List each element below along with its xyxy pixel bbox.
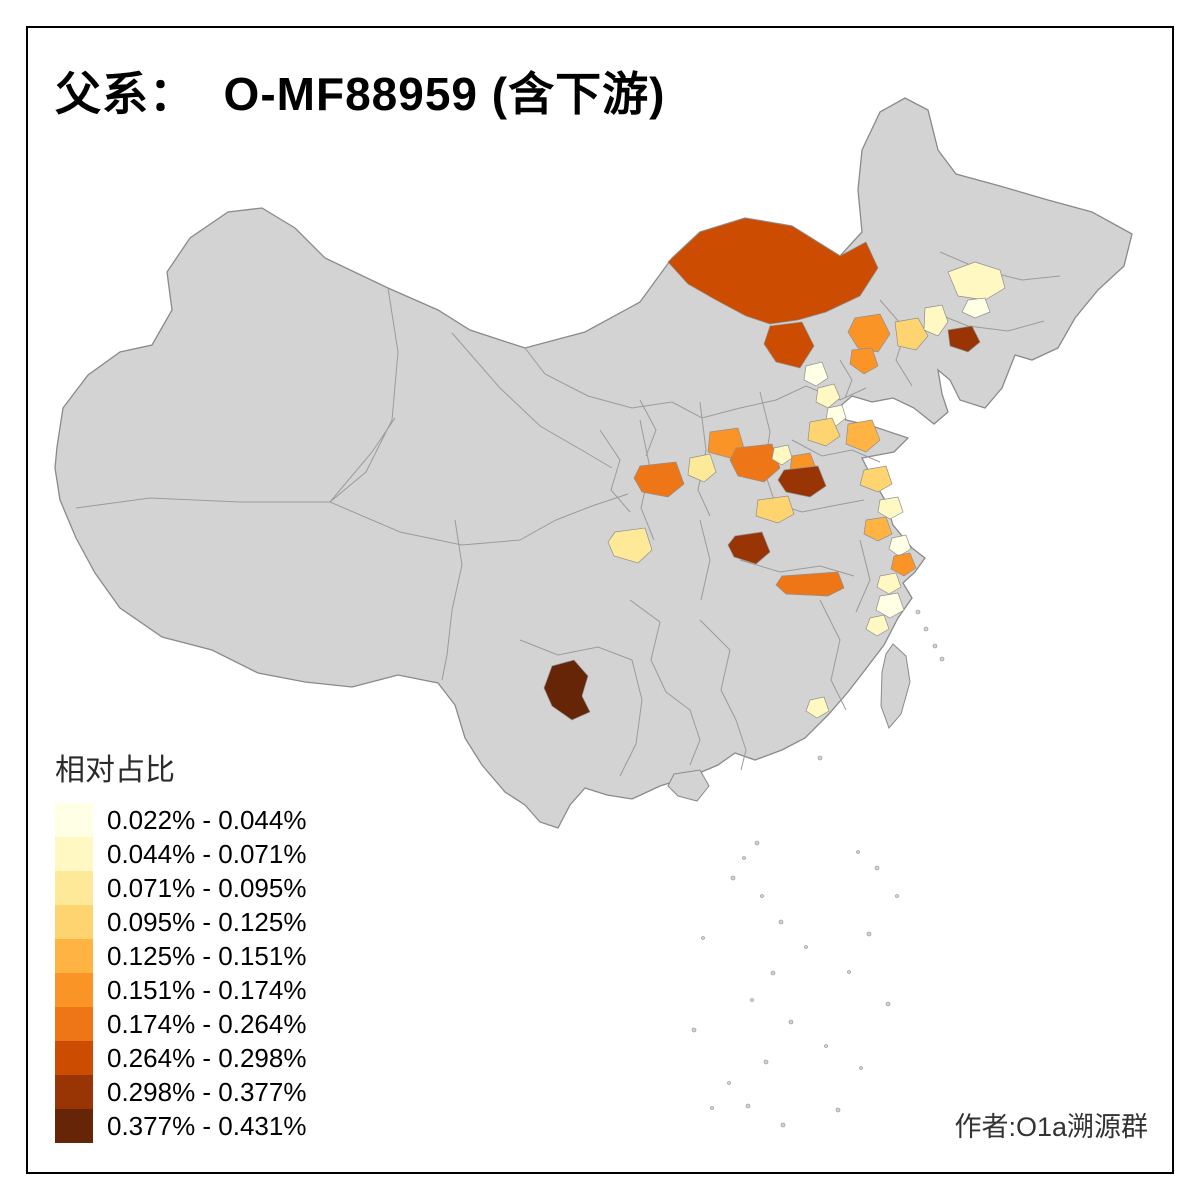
map-region: [859, 465, 893, 493]
legend-item: 0.022% - 0.044%: [55, 803, 306, 837]
map-region: [815, 383, 841, 409]
map-region: [727, 531, 771, 565]
map-region: [890, 552, 917, 577]
legend-item: 0.044% - 0.071%: [55, 837, 306, 871]
legend-swatch: [55, 1007, 93, 1041]
map-region: [849, 347, 879, 375]
map-region: [894, 317, 929, 351]
legend-item-label: 0.151% - 0.174%: [107, 974, 307, 1005]
legend-item: 0.071% - 0.095%: [55, 871, 306, 905]
map-region: [888, 534, 912, 557]
map-region: [803, 361, 829, 387]
map-region: [865, 614, 890, 637]
map-region: [947, 325, 981, 353]
legend: 相对占比 0.022% - 0.044% 0.044% - 0.071% 0.0…: [55, 745, 306, 1143]
legend-item: 0.095% - 0.125%: [55, 905, 306, 939]
map-region: [729, 443, 781, 483]
legend-swatch: [55, 837, 93, 871]
hainan-island: [667, 769, 710, 802]
map-region: [961, 297, 991, 319]
legend-swatch: [55, 939, 93, 973]
legend-item-label: 0.125% - 0.151%: [107, 940, 307, 971]
map-region: [807, 417, 841, 447]
legend-swatch: [55, 973, 93, 1007]
map-region: [543, 659, 591, 721]
legend-swatch: [55, 1109, 93, 1143]
legend-item-label: 0.298% - 0.377%: [107, 1076, 307, 1107]
legend-item-label: 0.095% - 0.125%: [107, 906, 307, 937]
legend-item-label: 0.044% - 0.071%: [107, 838, 307, 869]
legend-swatch: [55, 1041, 93, 1075]
legend-item-label: 0.174% - 0.264%: [107, 1008, 307, 1039]
legend-item: 0.151% - 0.174%: [55, 973, 306, 1007]
legend-item: 0.264% - 0.298%: [55, 1041, 306, 1075]
legend-item: 0.298% - 0.377%: [55, 1075, 306, 1109]
legend-swatch: [55, 871, 93, 905]
map-region: [687, 453, 717, 483]
map-region: [771, 444, 793, 466]
map-region: [667, 217, 879, 325]
map-region: [863, 516, 893, 542]
map-region: [877, 496, 904, 520]
mainland-china: [54, 97, 1133, 829]
colored-prefectures: [543, 217, 1006, 721]
legend-item: 0.377% - 0.431%: [55, 1109, 306, 1143]
legend-swatch: [55, 803, 93, 837]
map-region: [845, 419, 881, 453]
legend-item-label: 0.377% - 0.431%: [107, 1110, 307, 1141]
legend-swatch: [55, 1075, 93, 1109]
plot-title: 父系： O-MF88959 (含下游): [55, 68, 666, 120]
map-region: [923, 304, 949, 337]
map-region: [777, 465, 827, 498]
legend-item-label: 0.264% - 0.298%: [107, 1042, 307, 1073]
islands: [667, 609, 945, 1128]
map-region: [847, 313, 891, 353]
map-region: [947, 261, 1006, 301]
map-region: [875, 592, 905, 619]
small-islands: [691, 609, 945, 1128]
map-region: [805, 696, 830, 719]
legend-item-label: 0.071% - 0.095%: [107, 872, 307, 903]
legend-item-label: 0.022% - 0.044%: [107, 804, 307, 835]
legend-item: 0.125% - 0.151%: [55, 939, 306, 973]
map-region: [633, 461, 685, 498]
map-region: [607, 527, 653, 564]
map-region: [763, 321, 815, 369]
legend-item: 0.174% - 0.264%: [55, 1007, 306, 1041]
map-region: [755, 495, 795, 524]
map-region: [775, 571, 845, 597]
legend-title: 相对占比: [55, 754, 175, 787]
attribution: 作者:O1a溯源群: [954, 1112, 1148, 1142]
legend-swatch: [55, 905, 93, 939]
taiwan-island: [880, 643, 911, 729]
province-borders: [75, 251, 1061, 777]
map-region: [876, 572, 902, 595]
